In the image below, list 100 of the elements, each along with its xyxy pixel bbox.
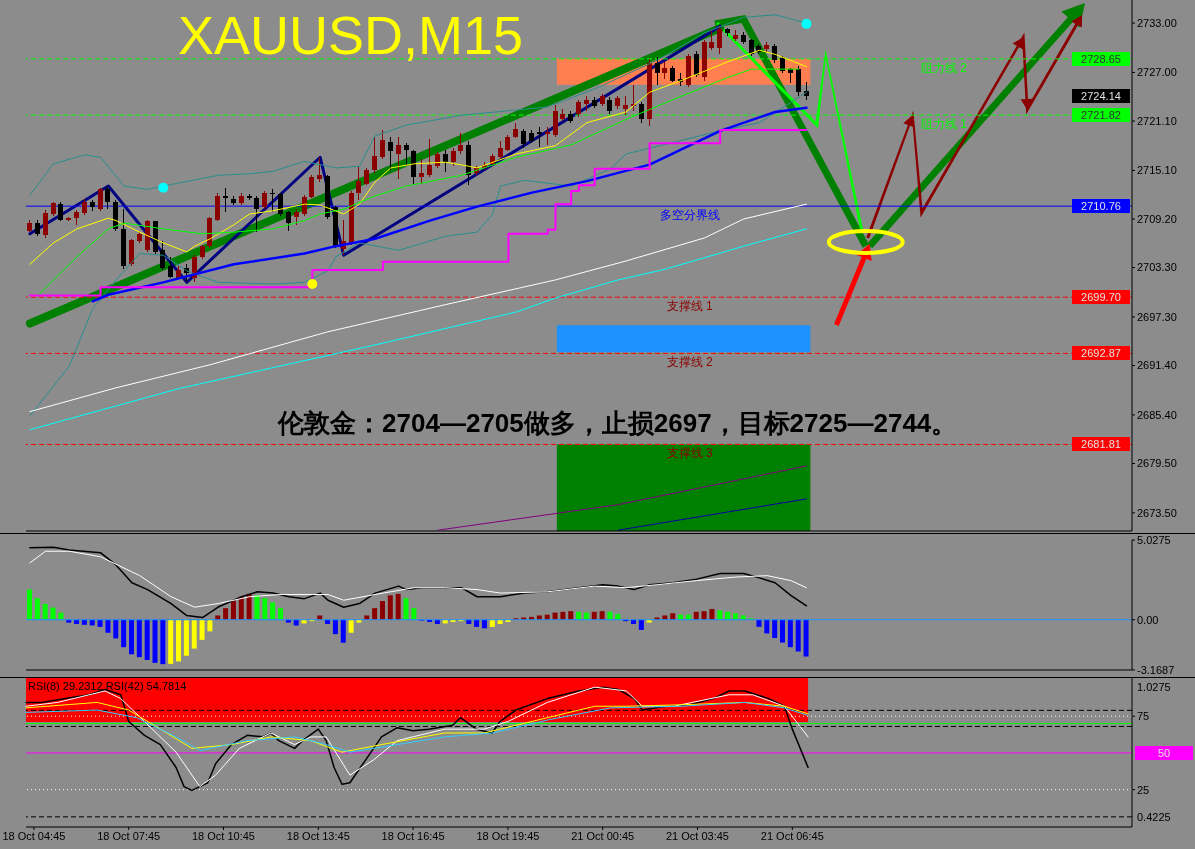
candlestick bbox=[43, 209, 48, 239]
bar bbox=[152, 619, 158, 663]
y-tick-label: 75 bbox=[1137, 710, 1150, 723]
candlestick bbox=[168, 256, 173, 279]
bar bbox=[379, 601, 385, 620]
candlestick bbox=[521, 128, 526, 149]
candlestick bbox=[388, 136, 393, 171]
candlestick bbox=[223, 187, 228, 213]
candlestick bbox=[419, 158, 424, 185]
bar bbox=[113, 619, 119, 639]
candlestick bbox=[129, 238, 134, 267]
bar bbox=[168, 619, 174, 664]
x-tick-label: 21 Oct 00:45 bbox=[571, 829, 635, 842]
line-series bbox=[25, 701, 809, 753]
candlestick bbox=[286, 210, 291, 232]
bar bbox=[128, 619, 134, 655]
chart-title: RSI(8) 29.2312 RSI(42) 54.7814 bbox=[28, 680, 187, 693]
ref-line-label: 阻力线 2 bbox=[920, 60, 968, 75]
bar bbox=[325, 619, 331, 625]
bar bbox=[787, 619, 793, 648]
bar bbox=[434, 619, 440, 625]
candlestick bbox=[98, 187, 103, 212]
bar bbox=[497, 619, 503, 625]
bar bbox=[278, 608, 284, 620]
bar bbox=[772, 619, 778, 638]
candlestick bbox=[655, 56, 660, 86]
bar bbox=[795, 619, 801, 652]
bar bbox=[803, 619, 809, 657]
bar bbox=[262, 598, 268, 620]
candlestick bbox=[105, 185, 110, 210]
bar bbox=[144, 619, 150, 661]
candlestick bbox=[309, 174, 314, 199]
bar bbox=[630, 619, 636, 625]
bar bbox=[395, 593, 401, 620]
bar bbox=[505, 619, 511, 622]
bar bbox=[81, 619, 87, 625]
bar bbox=[27, 589, 32, 620]
candlestick bbox=[215, 192, 220, 222]
bar bbox=[387, 595, 393, 620]
bar bbox=[285, 619, 291, 623]
text: 0.4225 bbox=[1137, 811, 1171, 825]
y-tick-label: -3.1687 bbox=[1137, 663, 1175, 676]
candlestick bbox=[380, 129, 385, 160]
bar bbox=[474, 619, 480, 627]
bar bbox=[270, 602, 276, 620]
ref-line-label: 阻力线 1 bbox=[920, 117, 968, 132]
point bbox=[801, 18, 812, 29]
bar bbox=[74, 619, 80, 625]
candlestick bbox=[694, 50, 699, 78]
annotation: 2692.87 bbox=[1072, 346, 1130, 361]
candlestick bbox=[537, 126, 542, 148]
y-tick-label: 2685.40 bbox=[1137, 408, 1177, 421]
bar bbox=[136, 619, 142, 658]
bar bbox=[403, 598, 409, 620]
annotation: 2728.65 bbox=[1072, 51, 1130, 66]
y-tick-label: 2715.10 bbox=[1137, 164, 1177, 177]
annotation: 2699.70 bbox=[1072, 290, 1130, 305]
text: 1.0275 bbox=[1137, 681, 1171, 695]
point bbox=[158, 182, 169, 193]
bar bbox=[411, 608, 417, 620]
x-tick-label: 18 Oct 16:45 bbox=[381, 829, 445, 842]
bar bbox=[481, 619, 487, 629]
y-tick-label: 2703.30 bbox=[1137, 261, 1177, 274]
candlestick bbox=[396, 136, 401, 180]
bar bbox=[207, 619, 213, 632]
x-tick-label: 18 Oct 19:45 bbox=[476, 829, 540, 842]
bar bbox=[348, 619, 354, 633]
bar bbox=[332, 619, 338, 635]
text: 50 bbox=[1135, 746, 1193, 760]
x-tick-label: 18 Oct 10:45 bbox=[192, 829, 255, 842]
bar bbox=[199, 619, 205, 640]
bar bbox=[97, 619, 103, 627]
bar bbox=[450, 619, 456, 622]
line-series bbox=[29, 550, 807, 608]
x-tick-label: 18 Oct 13:45 bbox=[286, 829, 350, 842]
candlestick bbox=[709, 29, 714, 51]
chart-title: XAUUSD,M15 bbox=[178, 4, 524, 67]
candlestick bbox=[317, 156, 322, 183]
bar bbox=[66, 619, 72, 623]
annotation: 2721.82 bbox=[1072, 108, 1130, 123]
annotation: 2681.81 bbox=[1072, 437, 1130, 452]
x-tick-label: 18 Oct 07:45 bbox=[97, 829, 161, 842]
bar bbox=[183, 619, 189, 656]
y-tick-label: 2709.20 bbox=[1137, 212, 1177, 225]
x-tick-label: 21 Oct 06:45 bbox=[760, 829, 824, 842]
y-tick-label: 2697.30 bbox=[1137, 310, 1177, 323]
bar bbox=[105, 619, 111, 633]
bar bbox=[489, 619, 495, 627]
bar bbox=[223, 608, 229, 620]
y-tick-label: 2721.10 bbox=[1137, 114, 1177, 127]
candlestick bbox=[443, 149, 448, 173]
bar bbox=[466, 619, 472, 625]
x-tick-label: 21 Oct 03:45 bbox=[666, 829, 729, 842]
candlestick bbox=[623, 95, 628, 116]
candlestick bbox=[278, 192, 283, 217]
point bbox=[307, 279, 318, 290]
line-series bbox=[29, 546, 808, 619]
bar bbox=[230, 601, 236, 620]
y-tick-label: 2673.50 bbox=[1137, 506, 1177, 519]
bar bbox=[780, 619, 786, 643]
